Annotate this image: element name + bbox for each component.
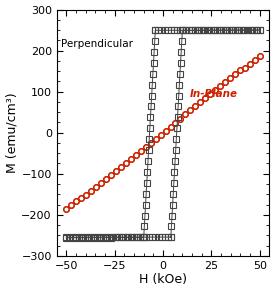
Text: In-Plane: In-Plane: [190, 89, 238, 99]
X-axis label: H (kOe): H (kOe): [139, 273, 187, 286]
Y-axis label: M (emu/cm³): M (emu/cm³): [6, 92, 18, 173]
Text: Perpendicular: Perpendicular: [60, 39, 133, 49]
